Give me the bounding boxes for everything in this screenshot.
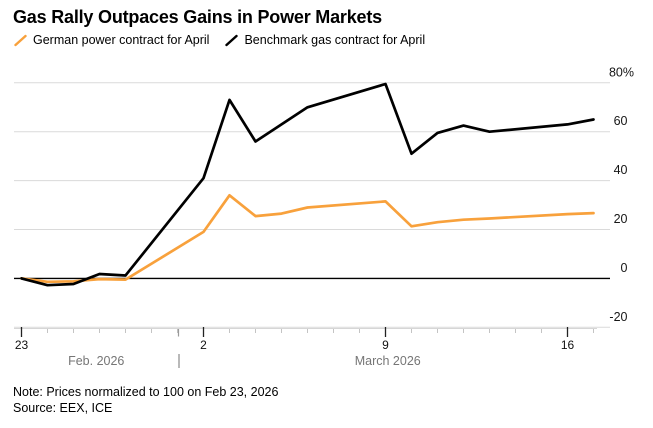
- month-label-feb: Feb. 2026: [68, 354, 124, 368]
- y-tick-label: 0: [621, 261, 628, 275]
- note-text: Note: Prices normalized to 100 on Feb 23…: [13, 385, 279, 399]
- x-tick-labels: 23 2 9 16: [15, 338, 575, 352]
- source-text: Source: EEX, ICE: [13, 401, 113, 415]
- y-tick-label: 40: [614, 163, 628, 177]
- y-tick-label: 20: [614, 212, 628, 226]
- orange-slash-icon: [14, 34, 27, 46]
- y-axis-labels: 80% 60 40 20 0 -20: [609, 65, 634, 324]
- chart-footer: Note: Prices normalized to 100 on Feb 23…: [13, 384, 278, 416]
- x-axis: [14, 327, 597, 337]
- y-tick-label: 80%: [609, 65, 634, 79]
- chart-svg: 80% 60 40 20 0 -20 23 2 9 16 Feb. 2026 March 2026: [14, 65, 634, 368]
- legend-item-power: German power contract for April: [14, 33, 209, 47]
- x-tick-label: 2: [200, 338, 207, 352]
- power-series-line: [20, 193, 595, 284]
- x-tick-label: 16: [561, 338, 575, 352]
- gridlines: [14, 82, 610, 328]
- gas-series-line: [20, 82, 595, 287]
- legend-item-gas: Benchmark gas contract for April: [225, 33, 425, 47]
- chart-legend: German power contract for April Benchmar…: [14, 33, 425, 47]
- legend-label-gas: Benchmark gas contract for April: [244, 33, 426, 47]
- page-title: Gas Rally Outpaces Gains in Power Market…: [13, 7, 382, 27]
- month-label-march: March 2026: [355, 354, 421, 368]
- black-slash-icon: [225, 34, 239, 46]
- x-tick-label: 9: [382, 338, 389, 352]
- y-tick-label: -20: [609, 310, 627, 324]
- month-labels: Feb. 2026 March 2026: [68, 354, 421, 368]
- line-chart: 80% 60 40 20 0 -20 23 2 9 16 Feb. 2026 March 2026: [0, 55, 653, 380]
- y-tick-label: 60: [614, 114, 628, 128]
- legend-label-power: German power contract for April: [33, 33, 210, 47]
- x-tick-label: 23: [15, 338, 29, 352]
